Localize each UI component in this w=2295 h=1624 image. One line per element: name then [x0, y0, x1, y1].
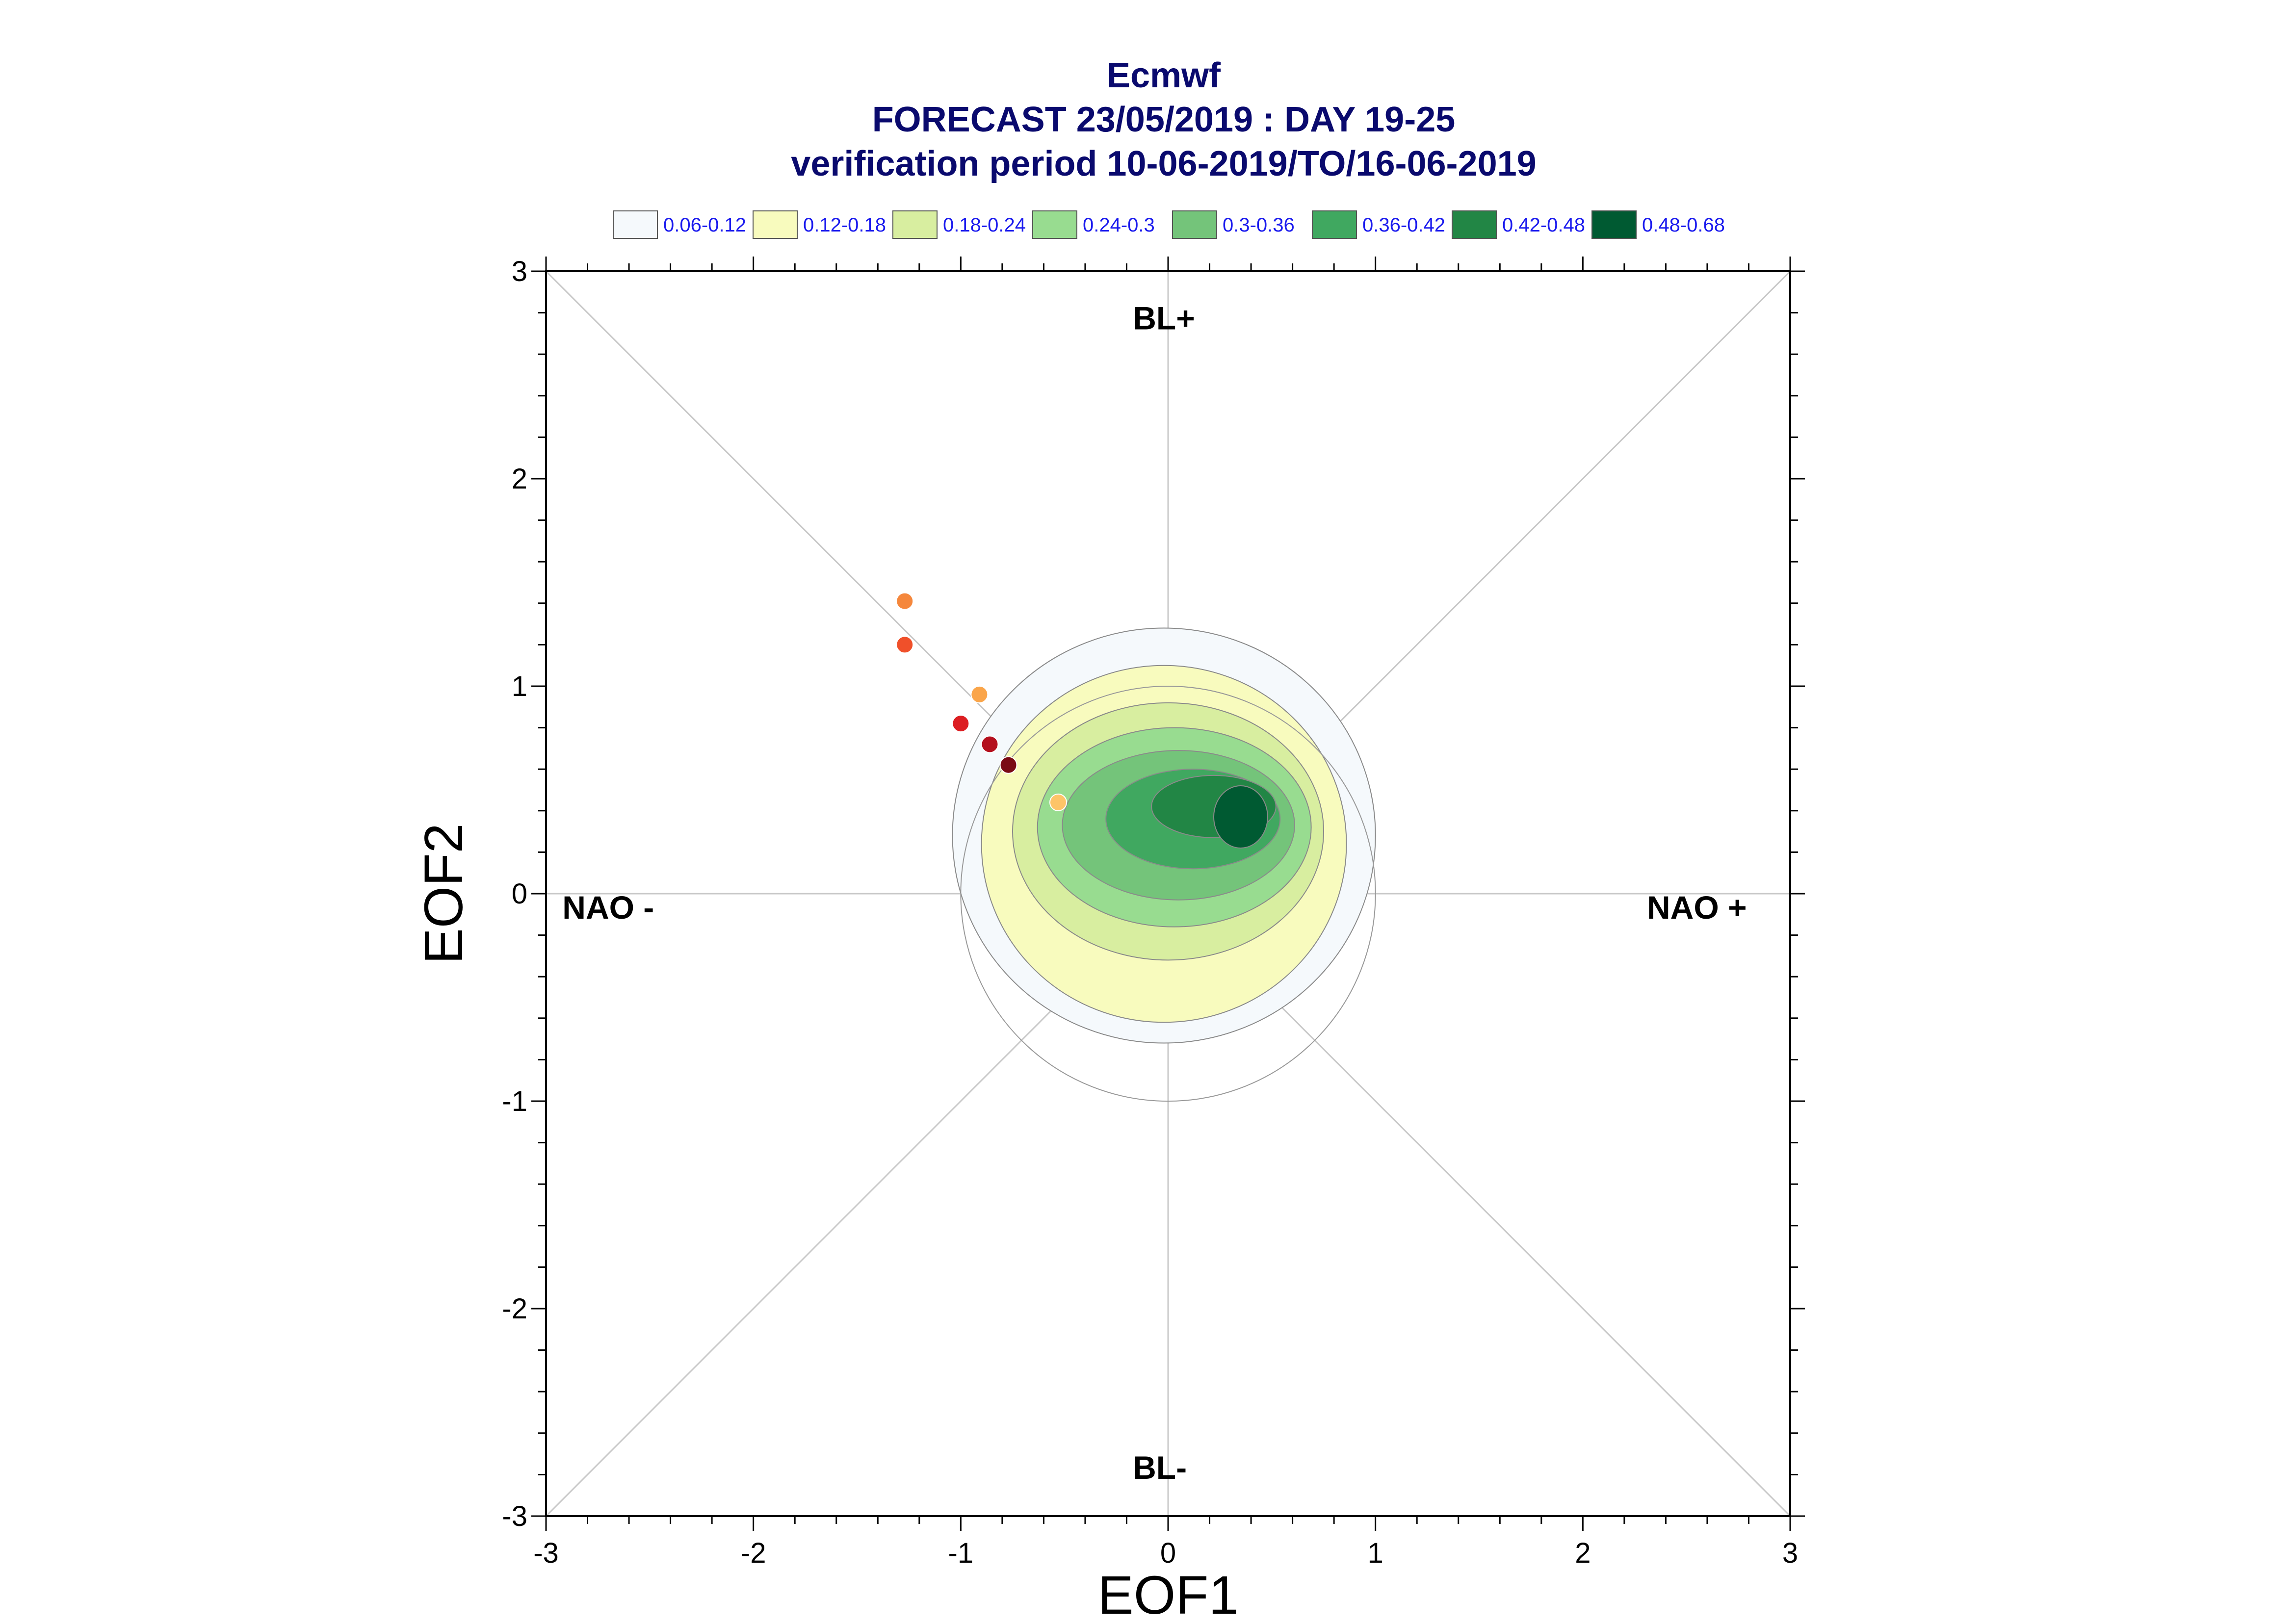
data-point [952, 715, 970, 733]
legend-swatch [1032, 210, 1077, 239]
plot-area: -3 -2 -1 0 1 2 3 -3 -2 -1 0 1 2 3 BL+ BL- NAO - NAO + [502, 256, 1805, 1569]
legend-label: 0.12-0.18 [803, 214, 886, 236]
legend-swatch [753, 210, 798, 239]
y-tick-label: 0 [512, 878, 527, 910]
legend-label: 0.18-0.24 [943, 214, 1026, 236]
y-tick-label: 2 [512, 463, 527, 495]
x-axis-label: EOF1 [1097, 1565, 1238, 1624]
y-tick-label: -1 [502, 1085, 527, 1117]
y-tick-label: -3 [502, 1500, 527, 1532]
legend-label: 0.42-0.48 [1502, 214, 1585, 236]
x-tick-label: 0 [1160, 1537, 1176, 1569]
legend-swatch [1172, 210, 1217, 239]
density-contour [1213, 785, 1268, 849]
data-point [896, 592, 914, 610]
regime-label-right: NAO + [1647, 889, 1747, 926]
legend-swatch [1452, 210, 1497, 239]
data-point [981, 735, 999, 753]
legend-swatch [892, 210, 938, 239]
data-point [896, 636, 914, 654]
legend-label: 0.24-0.3 [1083, 214, 1155, 236]
x-tick-label: 3 [1782, 1537, 1798, 1569]
x-tick-label: 2 [1575, 1537, 1591, 1569]
legend-label: 0.36-0.42 [1362, 214, 1445, 236]
data-point [970, 685, 989, 703]
legend-label: 0.06-0.12 [663, 214, 746, 236]
regime-label-bottom: BL- [1133, 1449, 1187, 1486]
x-tick-label: -2 [741, 1537, 766, 1569]
density-contours [952, 627, 1376, 1102]
chart-title: Ecmwf FORECAST 23/05/2019 : DAY 19-25 ve… [791, 56, 1536, 183]
y-tick-label: -2 [502, 1293, 527, 1325]
regime-label-left: NAO - [562, 889, 654, 926]
legend: 0.06-0.12 0.12-0.18 0.18-0.24 0.24-0.3 0.3-0… [613, 210, 1725, 239]
title-line-1: Ecmwf [1107, 56, 1221, 95]
x-tick-label: 1 [1368, 1537, 1383, 1569]
unit-circle [960, 686, 1376, 1102]
title-line-3: verification period 10-06-2019/TO/16-06-… [791, 144, 1536, 183]
x-tick-label: -1 [948, 1537, 974, 1569]
data-point [1049, 793, 1067, 811]
legend-label: 0.3-0.36 [1223, 214, 1295, 236]
legend-label: 0.48-0.68 [1642, 214, 1725, 236]
title-line-2: FORECAST 23/05/2019 : DAY 19-25 [872, 100, 1456, 139]
y-tick-label: 1 [512, 670, 527, 702]
regime-label-top: BL+ [1133, 300, 1195, 336]
data-point [999, 756, 1017, 774]
legend-swatch [1591, 210, 1637, 239]
legend-swatch [1312, 210, 1357, 239]
legend-swatch [613, 210, 658, 239]
x-tick-label: -3 [533, 1537, 559, 1569]
axis-ticks [531, 257, 1805, 1531]
y-tick-label: 3 [512, 256, 527, 287]
y-axis-label: EOF2 [414, 823, 474, 964]
forecast-points [896, 592, 1067, 811]
